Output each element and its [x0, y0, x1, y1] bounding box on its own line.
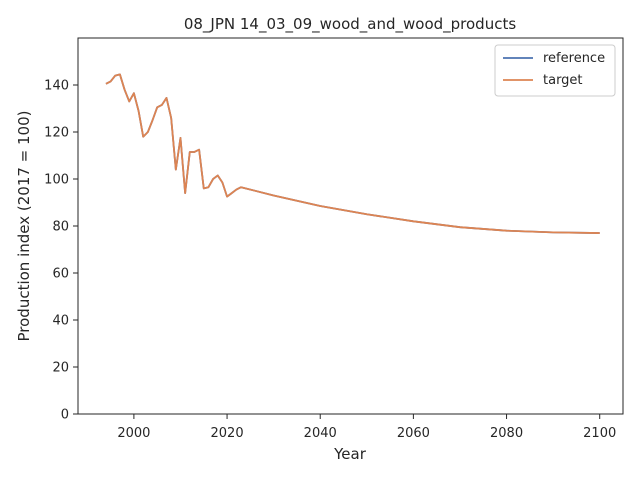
x-tick-label: 2060: [397, 426, 430, 441]
y-tick-label: 120: [44, 126, 69, 141]
x-tick-label: 2080: [490, 426, 523, 441]
y-tick-label: 60: [52, 267, 69, 282]
plot-area: [77, 37, 624, 415]
x-tick-label: 2100: [583, 426, 616, 441]
legend: reference target: [494, 44, 616, 97]
x-axis-ticks: 2000 2020 2040 2060 2080 2100: [117, 414, 616, 441]
y-tick-label: 40: [52, 314, 69, 329]
y-tick-label: 20: [52, 361, 69, 376]
x-tick-label: 2040: [304, 426, 337, 441]
y-axis-ticks: 0 20 40 60 80 100 120 140: [44, 79, 78, 423]
series-lines: [105, 73, 600, 234]
legend-label-target: target: [543, 73, 583, 88]
y-axis-label: Production index (2017 = 100): [15, 111, 33, 342]
y-tick-label: 140: [44, 79, 69, 94]
chart-title: 08_JPN 14_03_09_wood_and_wood_products: [184, 15, 517, 34]
y-tick-label: 0: [61, 408, 69, 423]
x-axis-label: Year: [333, 445, 367, 463]
x-tick-label: 2000: [117, 426, 150, 441]
y-tick-label: 80: [52, 220, 69, 235]
x-tick-label: 2020: [211, 426, 244, 441]
series-line-target: [105, 73, 600, 234]
legend-label-reference: reference: [543, 51, 605, 66]
y-tick-label: 100: [44, 173, 69, 188]
